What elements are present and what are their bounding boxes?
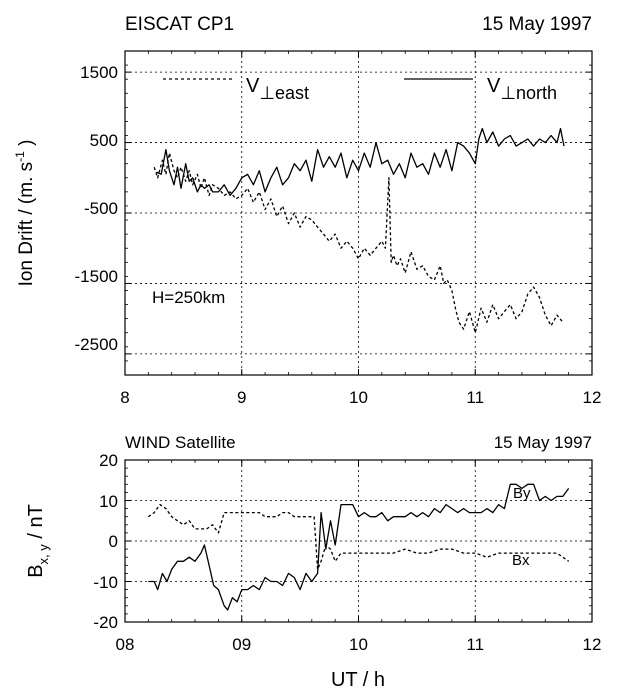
- top-xtick-label: 9: [237, 388, 246, 407]
- bottom-xtick-label: 12: [583, 635, 602, 654]
- top-xtick-label: 11: [466, 388, 484, 407]
- bottom-ytick-label: 0: [109, 532, 118, 551]
- top-ytick-label: -2500: [75, 335, 118, 354]
- bottom-xtick-label: 11: [466, 635, 484, 654]
- bottom-grid: [125, 460, 592, 622]
- bottom-series-bx: [147, 503, 570, 571]
- bottom-series-by: [148, 483, 570, 611]
- top-ytick-label: -500: [84, 199, 118, 218]
- wind-chart: WIND Satellite 15 May 1997 20 10 0 -10 -…: [25, 433, 601, 691]
- top-series-north: [156, 127, 565, 197]
- bottom-series: [147, 483, 570, 611]
- top-plot-frame: [124, 50, 593, 376]
- bottom-xtick-label: 08: [116, 635, 135, 654]
- top-series-east: [153, 152, 564, 334]
- top-grid: [125, 51, 592, 375]
- bottom-ytick-label: 10: [99, 492, 118, 511]
- series-label-by: By: [513, 485, 531, 502]
- bottom-xtick-label: 10: [349, 635, 368, 654]
- bottom-ylabel: Bx, y / nT: [25, 504, 51, 578]
- top-ytick-label: 500: [90, 131, 118, 150]
- bottom-plot-frame: [124, 459, 593, 623]
- top-ytick-label: 1500: [80, 63, 118, 82]
- altitude-annotation: H=250km: [152, 288, 225, 307]
- bottom-ytick-label: 20: [99, 451, 118, 470]
- bottom-xtick-label: 09: [232, 635, 251, 654]
- top-title-right: 15 May 1997: [482, 14, 592, 35]
- bottom-ytick-label: -10: [93, 573, 118, 592]
- top-xtick-label: 10: [349, 388, 368, 407]
- top-title-left: EISCAT CP1: [125, 14, 234, 35]
- top-ytick-label: -1500: [75, 267, 118, 286]
- top-xtick-label: 8: [120, 388, 129, 407]
- top-series: [153, 127, 565, 334]
- x-axis-label: UT / h: [331, 669, 385, 691]
- bottom-ytick-label: -20: [93, 613, 118, 632]
- top-ylabel: Ion Drift / (m. s-1 ): [13, 140, 37, 287]
- series-label-bx: Bx: [512, 552, 530, 569]
- legend-east-label: V⊥east: [246, 75, 309, 103]
- bottom-title-left: WIND Satellite: [125, 433, 236, 452]
- legend-north-label: V⊥north: [487, 75, 557, 103]
- ion-drift-chart: EISCAT CP1 15 May 1997 1500 500 -500 -15…: [13, 14, 601, 407]
- bottom-title-right: 15 May 1997: [494, 433, 592, 452]
- top-xtick-label: 12: [583, 388, 602, 407]
